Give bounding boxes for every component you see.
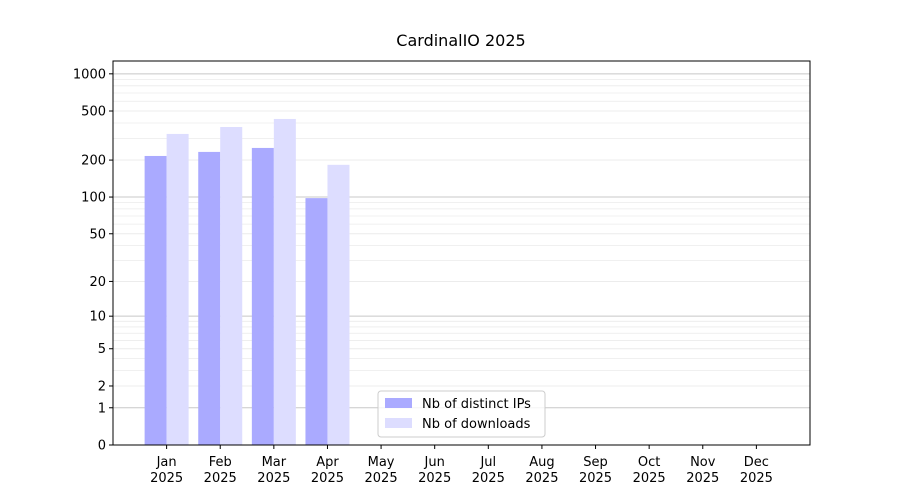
y-tick-label: 500 xyxy=(81,105,106,120)
x-tick-label: Aug 2025 xyxy=(525,455,558,486)
x-tick-label: Feb 2025 xyxy=(204,455,237,486)
y-tick-label: 10 xyxy=(89,310,106,325)
legend-swatch xyxy=(385,398,412,408)
x-tick-label: Jul 2025 xyxy=(472,455,505,486)
x-tick-label: Jun 2025 xyxy=(418,455,451,486)
y-tick-label: 200 xyxy=(81,154,106,169)
plot-frame xyxy=(112,60,811,446)
legend: Nb of distinct IPs Nb of downloads xyxy=(377,390,546,438)
x-tick-label: Oct 2025 xyxy=(633,455,666,486)
x-tick-label: Mar 2025 xyxy=(257,455,290,486)
bar xyxy=(251,147,274,445)
x-tick-label: Nov 2025 xyxy=(686,455,719,486)
legend-box xyxy=(377,390,546,438)
x-tick-label: Dec 2025 xyxy=(740,455,773,486)
x-tick-label: May 2025 xyxy=(365,455,398,486)
legend-swatch xyxy=(385,418,412,428)
chart-title: CardinalIO 2025 xyxy=(396,31,525,50)
y-tick-label: 50 xyxy=(89,227,106,242)
bar xyxy=(144,155,167,446)
legend-label: Nb of downloads xyxy=(422,417,531,432)
x-tick-label: Sep 2025 xyxy=(579,455,612,486)
legend-label: Nb of distinct IPs xyxy=(422,397,531,412)
bar xyxy=(198,151,221,446)
y-tick-label: 5 xyxy=(98,342,106,357)
y-tick-label: 2 xyxy=(98,379,106,394)
y-tick-label: 1 xyxy=(98,401,106,416)
bar xyxy=(220,127,243,446)
y-tick-label: 100 xyxy=(81,191,106,206)
y-tick-label: 20 xyxy=(89,275,106,290)
y-tick-label: 1000 xyxy=(73,67,106,82)
bar xyxy=(166,133,189,445)
y-tick-label: 0 xyxy=(98,439,106,454)
bar xyxy=(327,164,350,446)
bar xyxy=(273,118,296,445)
x-tick-label: Jan 2025 xyxy=(150,455,183,486)
x-tick-label: Apr 2025 xyxy=(311,455,344,486)
bar xyxy=(305,198,328,445)
